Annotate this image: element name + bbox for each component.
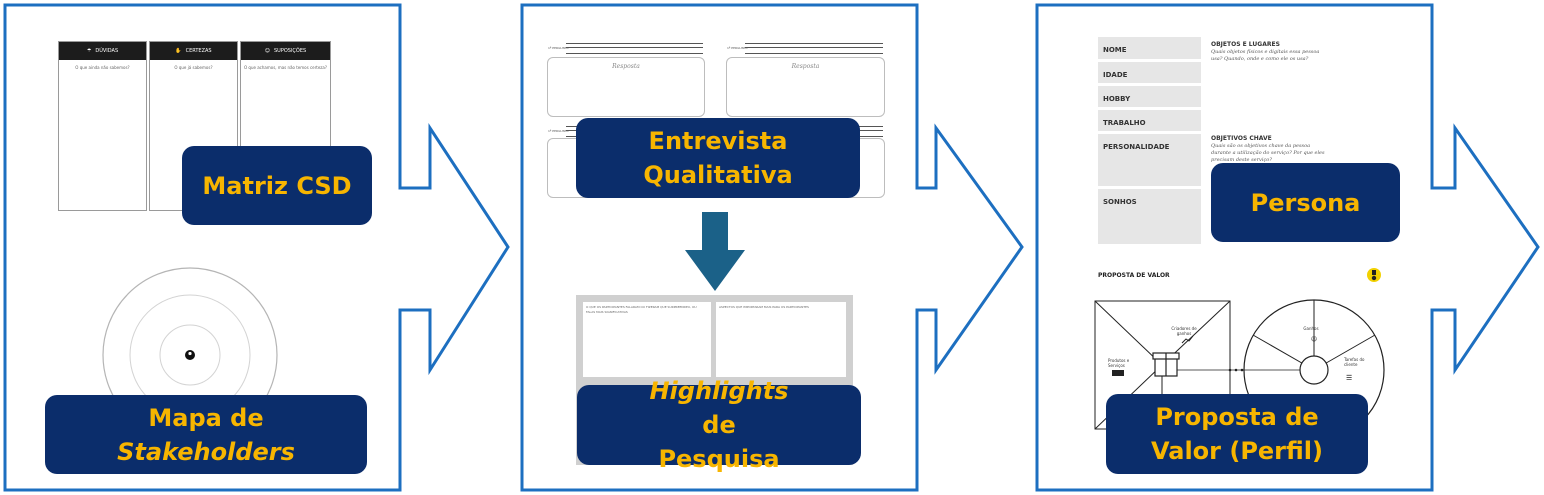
chart-up-icon xyxy=(1181,335,1194,344)
persona-label: Persona xyxy=(1211,163,1400,242)
smile-icon: ☺ xyxy=(1311,336,1317,343)
persona-field: TRABALHO xyxy=(1098,110,1201,131)
answer-box: Resposta xyxy=(547,57,705,117)
csd-column-header: ☂ DÚVIDAS xyxy=(59,42,146,60)
csd-column-doubts: ☂ DÚVIDAS O que ainda não sabemos? xyxy=(58,41,147,211)
persona-field: PERSONALIDADE xyxy=(1098,134,1201,186)
matriz-csd-label: Matriz CSD xyxy=(182,146,372,225)
product-icon xyxy=(1112,370,1124,376)
csd-column-header: ✋ CERTEZAS xyxy=(150,42,237,60)
persona-field: SONHOS xyxy=(1098,189,1201,244)
proposta-valor-label: Proposta de Valor (Perfil) xyxy=(1106,394,1368,474)
gift-icon xyxy=(1152,352,1180,377)
persona-field: HOBBY xyxy=(1098,86,1201,107)
list-icon: ☰ xyxy=(1346,374,1352,382)
entrevista-qualitativa-label: Entrevista Qualitativa xyxy=(576,118,860,198)
persona-field: NOME xyxy=(1098,37,1201,59)
highlights-pesquisa-label: Highlights de Pesquisa xyxy=(577,377,861,473)
value-proposition-title: PROPOSTA DE VALOR xyxy=(1098,272,1170,279)
persona-field: IDADE xyxy=(1098,62,1201,83)
mapa-stakeholders-label: Mapa de Stakeholders xyxy=(45,395,367,474)
badge-icon xyxy=(1367,268,1381,282)
csd-column-header: ☺ SUPOSIÇÕES xyxy=(241,42,330,60)
down-arrow-icon xyxy=(685,212,745,291)
answer-box: Resposta xyxy=(726,57,885,117)
